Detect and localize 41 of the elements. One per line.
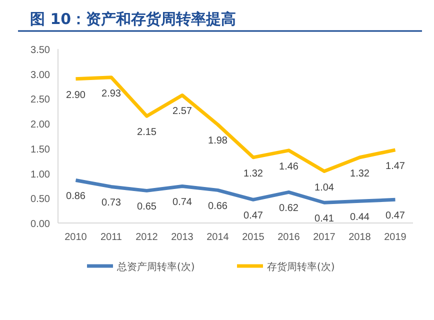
data-label: 1.47 xyxy=(386,160,406,172)
x-tick-label: 2011 xyxy=(100,232,122,243)
x-tick-label: 2012 xyxy=(136,232,158,243)
data-label: 1.98 xyxy=(208,136,228,147)
x-tick-label: 2015 xyxy=(242,232,265,243)
data-label: 0.73 xyxy=(102,198,122,209)
chart-title: 图 10：资产和存货周转率提高 xyxy=(30,10,236,28)
data-label: 0.74 xyxy=(172,197,192,208)
data-label: 1.32 xyxy=(244,168,264,180)
x-tick-label: 2010 xyxy=(64,232,88,243)
data-label: 2.93 xyxy=(102,88,122,100)
data-label: 0.66 xyxy=(208,201,228,212)
data-label: 1.32 xyxy=(350,168,370,180)
data-label: 0.44 xyxy=(350,212,370,224)
data-label: 0.65 xyxy=(137,202,157,213)
data-label: 2.15 xyxy=(137,127,157,138)
data-label: 2.90 xyxy=(66,90,86,101)
y-tick-label: 2.50 xyxy=(30,94,50,106)
x-tick-label: 2019 xyxy=(384,232,407,243)
data-label: 2.57 xyxy=(172,106,192,118)
data-label: 0.62 xyxy=(279,203,299,214)
data-label: 1.04 xyxy=(314,182,334,194)
data-label: 0.47 xyxy=(244,210,264,222)
legend-label: 总资产周转率(次) xyxy=(116,261,195,273)
y-tick-label: 1.50 xyxy=(30,144,50,156)
data-label: 1.46 xyxy=(279,161,299,172)
y-tick-label: 0.50 xyxy=(30,194,50,206)
y-tick-label: 2.00 xyxy=(30,120,50,131)
data-label: 0.86 xyxy=(66,191,86,202)
data-label: 0.47 xyxy=(386,210,406,222)
y-tick-label: 3.50 xyxy=(30,45,50,56)
x-tick-label: 2014 xyxy=(206,232,230,243)
y-tick-label: 0.00 xyxy=(30,219,50,230)
x-tick-label: 2018 xyxy=(348,232,372,243)
y-tick-label: 1.00 xyxy=(30,169,50,180)
x-tick-label: 2016 xyxy=(278,232,300,243)
data-label: 0.41 xyxy=(314,214,334,225)
y-tick-label: 3.00 xyxy=(30,70,50,81)
x-tick-label: 2013 xyxy=(171,232,194,243)
x-tick-label: 2017 xyxy=(313,232,336,243)
legend-label: 存货周转率(次) xyxy=(267,261,335,273)
